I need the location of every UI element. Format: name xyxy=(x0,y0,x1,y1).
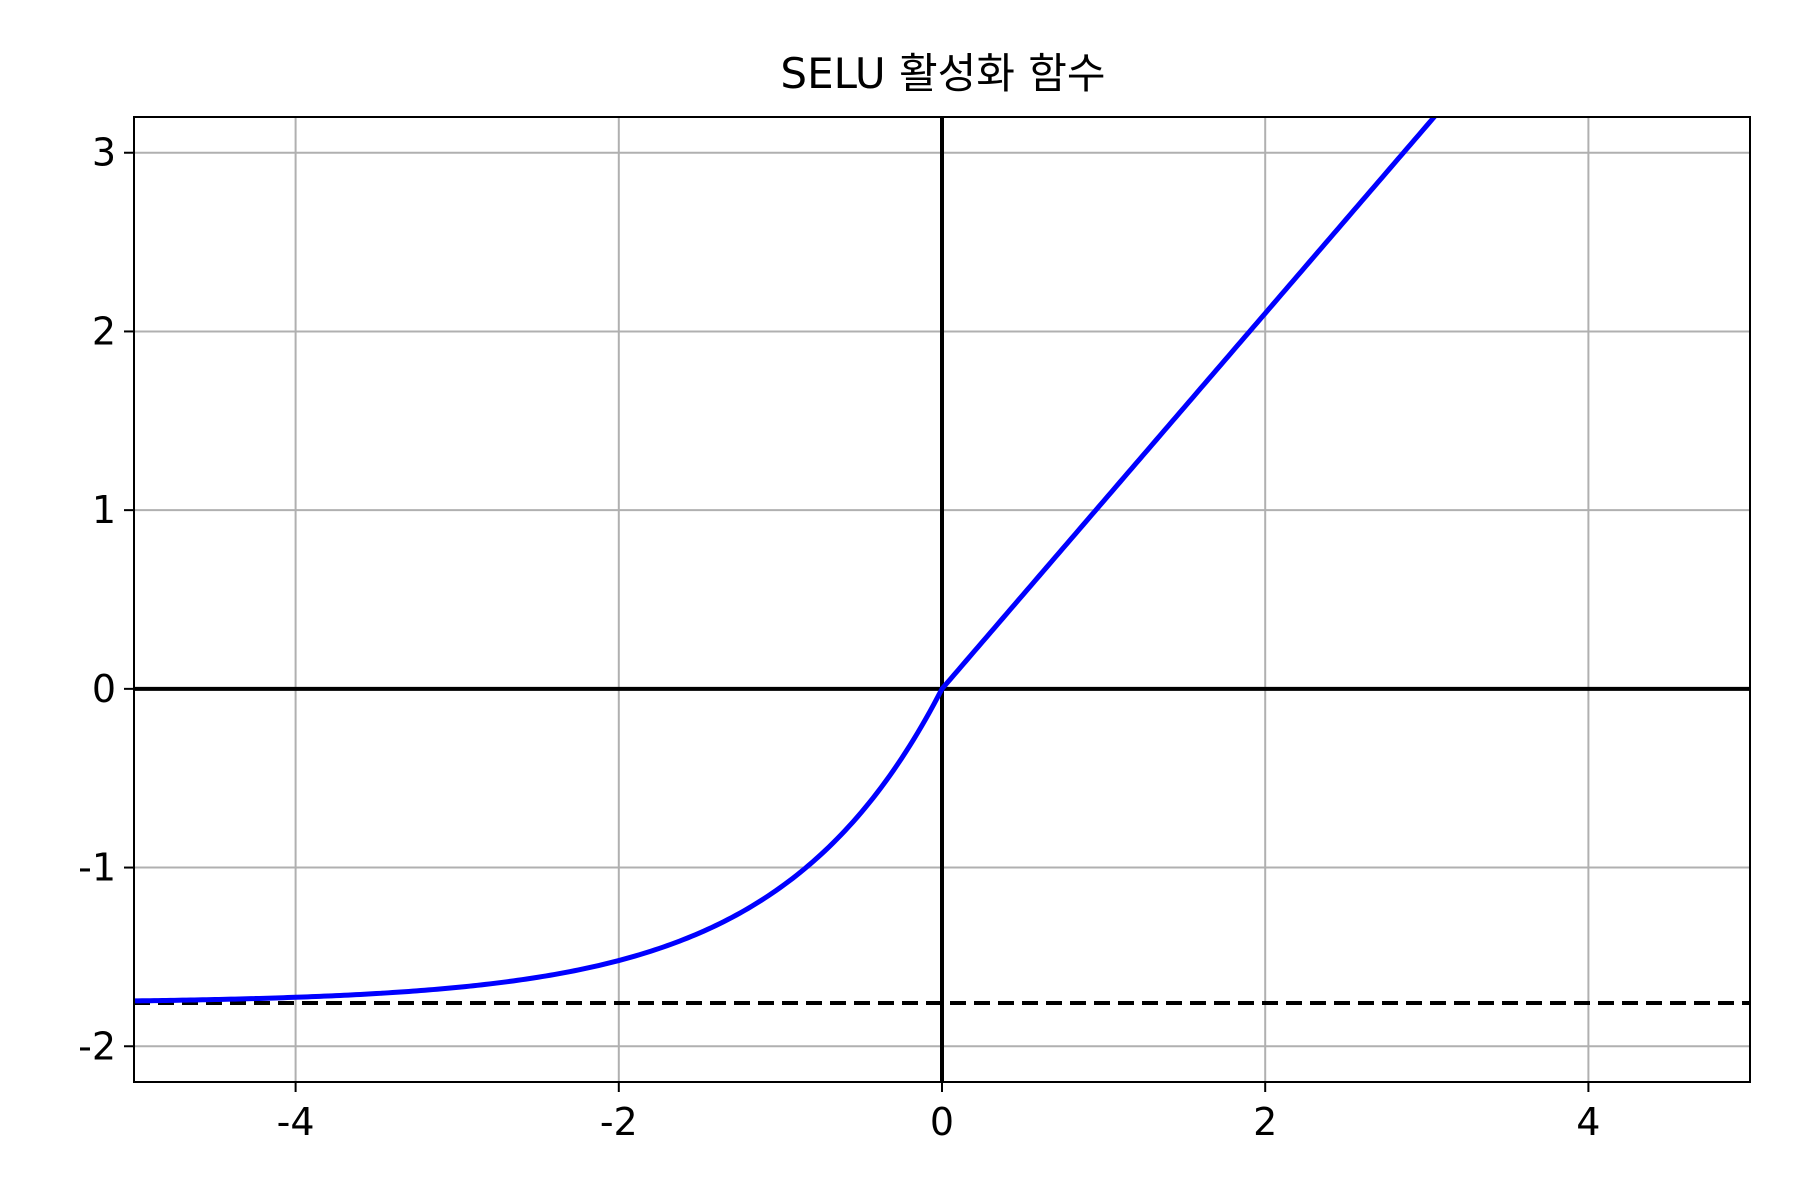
y-tick-label: -1 xyxy=(78,846,116,890)
x-tick-label: 2 xyxy=(1253,1100,1277,1144)
x-tick-label: -4 xyxy=(277,1100,315,1144)
x-tick-label: 0 xyxy=(930,1100,954,1144)
selu-curve xyxy=(134,117,1438,1004)
x-tick-label: -2 xyxy=(600,1100,638,1144)
plot-clip-group xyxy=(134,117,1750,1082)
y-tick-label: 1 xyxy=(92,488,116,532)
y-tick-label: 2 xyxy=(92,309,116,353)
x-tick-label: 4 xyxy=(1576,1100,1600,1144)
y-tick-label: -2 xyxy=(78,1024,116,1068)
y-tick-label: 0 xyxy=(92,667,116,711)
y-tick-label: 3 xyxy=(92,131,116,175)
plot-area: -4 -2 0 2 4 -2 -1 0 1 2 3 xyxy=(78,116,1751,1144)
chart-title: SELU 활성화 함수 xyxy=(780,49,1105,98)
